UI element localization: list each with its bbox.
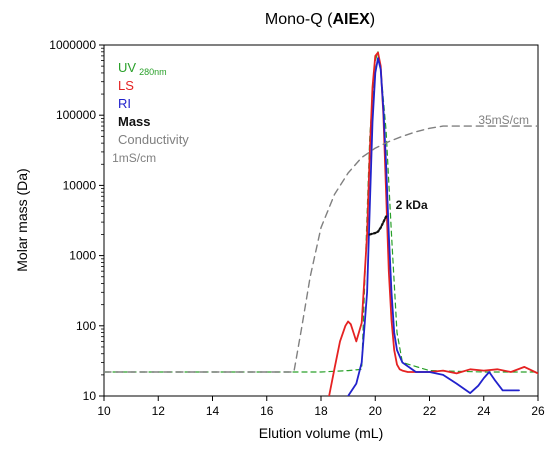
legend-entry-conductivity: Conductivity bbox=[118, 132, 189, 147]
legend-entry-ls: LS bbox=[118, 78, 134, 93]
chart-title-suffix: ) bbox=[370, 11, 375, 28]
x-tick-label: 18 bbox=[314, 404, 328, 418]
y-tick-label: 1000 bbox=[69, 249, 96, 263]
y-tick-label: 100000 bbox=[56, 108, 96, 122]
plot-area: 10 12 14 16 18 20 22 24 26 101001000100001000001… bbox=[49, 38, 545, 418]
x-tick-label: 16 bbox=[260, 404, 274, 418]
y-axis: 10 100 1000 10000 100000 1000000 bbox=[49, 38, 104, 403]
x-tick-label: 20 bbox=[369, 404, 383, 418]
series-group bbox=[104, 51, 538, 396]
legend-label: UV bbox=[118, 60, 136, 75]
legend-label: Conductivity bbox=[118, 132, 189, 147]
annotation-label: 35mS/cm bbox=[478, 113, 529, 127]
chart-title-prefix: Mono-Q ( bbox=[265, 11, 333, 28]
legend-label: Mass bbox=[118, 114, 151, 129]
x-tick-label: 12 bbox=[152, 404, 166, 418]
annotation-label: 2 kDa bbox=[396, 198, 428, 212]
y-tick-label: 100 bbox=[76, 319, 96, 333]
chart-title: Mono-Q (AIEX) bbox=[265, 11, 375, 28]
x-axis: 10 12 14 16 18 20 22 24 26 bbox=[97, 396, 545, 418]
x-tick-label: 14 bbox=[206, 404, 220, 418]
x-tick-label: 22 bbox=[423, 404, 437, 418]
series-ri-line bbox=[347, 57, 520, 396]
series-mass-line bbox=[368, 215, 388, 236]
y-axis-title: Molar mass (Da) bbox=[14, 168, 30, 271]
x-axis-title: Elution volume (mL) bbox=[259, 425, 384, 441]
annotations: 35mS/cm 1mS/cm 2 kDa bbox=[112, 113, 529, 212]
legend-label: LS bbox=[118, 78, 134, 93]
legend-entry-mass: Mass bbox=[118, 114, 151, 129]
legend-sublabel: 280nm bbox=[139, 67, 167, 77]
legend-entry-ri: RI bbox=[118, 96, 131, 111]
y-tick-label: 10000 bbox=[63, 178, 97, 192]
y-tick-label: 1000000 bbox=[49, 38, 96, 52]
legend-label: RI bbox=[118, 96, 131, 111]
chart-title-bold: AIEX bbox=[332, 11, 370, 28]
series-ls-line bbox=[328, 51, 538, 396]
x-tick-label: 10 bbox=[97, 404, 111, 418]
legend-entry-uv: UV 280nm bbox=[118, 60, 167, 77]
series-conductivity-line bbox=[104, 125, 538, 373]
annotation-label: 1mS/cm bbox=[112, 151, 156, 165]
x-tick-label: 26 bbox=[531, 404, 545, 418]
x-tick-label: 24 bbox=[477, 404, 491, 418]
y-tick-label: 10 bbox=[83, 389, 97, 403]
